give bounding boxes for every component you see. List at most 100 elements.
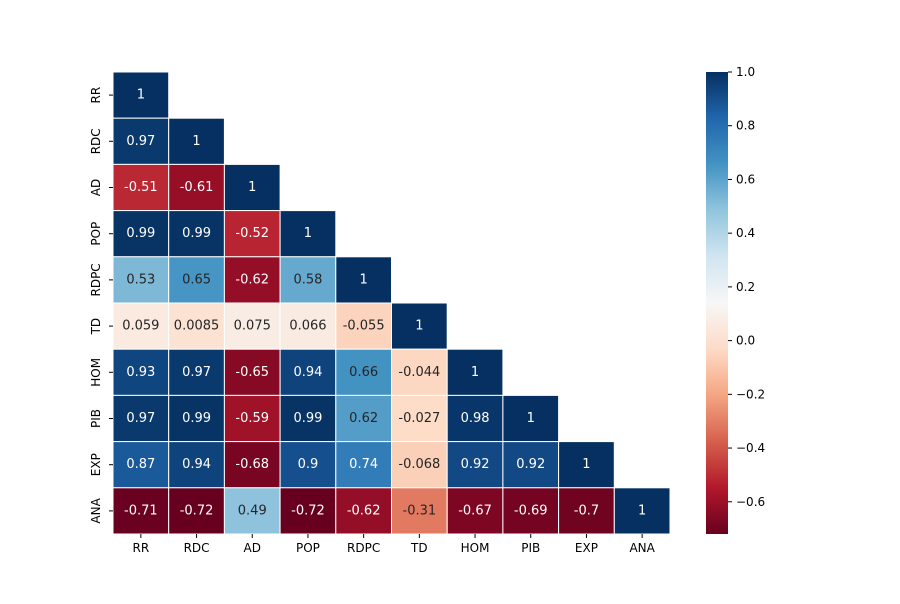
heatmap-cell-RDPC-RDC [168, 256, 225, 304]
cell-label-TD-POP: 0.066 [289, 319, 326, 334]
cell-label-ANA-ANA: 1 [638, 503, 646, 518]
cell-label-PIB-PIB: 1 [527, 411, 535, 426]
heatmap-cell-EXP-AD [223, 441, 281, 489]
heatmap-cell-ANA-EXP [558, 487, 615, 535]
cell-label-ANA-EXP: -0.7 [574, 503, 599, 518]
heatmap-cell-ANA-AD [223, 487, 281, 535]
heatmap-cell-HOM-RDC [168, 348, 225, 396]
cell-label-RR-RR: 1 [137, 88, 145, 103]
cell-label-PIB-RR: 0.97 [126, 411, 155, 426]
x-tick-label-ANA: ANA [629, 541, 655, 555]
y-tick-label-HOM: HOM [89, 358, 103, 387]
y-tick-label-TD: TD [89, 318, 103, 336]
cell-label-HOM-RR: 0.93 [126, 365, 155, 380]
cell-label-ANA-PIB: -0.69 [514, 503, 548, 518]
x-axis: RR RDC AD POP RDPC TD HOM PIB EXP ANA [133, 534, 656, 555]
colorbar-tick-label: −0.2 [736, 387, 765, 401]
cell-label-EXP-RDPC: 0.74 [349, 457, 378, 472]
cell-label-POP-RDC: 0.99 [182, 226, 211, 241]
heatmap-cell-EXP-POP [279, 441, 337, 489]
heatmap-cell-EXP-EXP [558, 441, 615, 489]
x-tick-label-HOM: HOM [461, 541, 490, 555]
x-tick-label-RR: RR [133, 541, 150, 555]
cell-label-EXP-RR: 0.87 [126, 457, 155, 472]
y-tick-label-POP: POP [89, 222, 103, 246]
heatmap-cell-labels: 1 0.97 1 -0.51 -0.61 1 0.99 0.99 -0.52 1 0.53 0.65 -… [122, 88, 646, 519]
heatmap-cell-EXP-HOM [446, 441, 504, 489]
heatmap-cell-ANA-PIB [502, 487, 560, 535]
cell-label-PIB-TD: -0.027 [398, 411, 440, 426]
cell-label-RDPC-RDC: 0.65 [182, 272, 211, 287]
y-tick-label-AD: AD [89, 179, 103, 196]
cell-label-ANA-POP: -0.72 [291, 503, 325, 518]
colorbar-tick-label: −0.4 [736, 441, 765, 455]
colorbar: 1.0 0.8 0.6 0.4 0.2 0.0 −0.2 −0.4 −0.6 [706, 65, 765, 534]
heatmap-cell-POP-RDC [168, 210, 225, 258]
cell-label-RDPC-AD: -0.62 [235, 272, 269, 287]
colorbar-tick-label: 0.4 [736, 226, 755, 240]
cell-label-PIB-HOM: 0.98 [461, 411, 490, 426]
heatmap-cell-ANA-POP [279, 487, 337, 535]
heatmap-cell-RDC-RDC [168, 117, 225, 165]
cell-label-EXP-POP: 0.9 [298, 457, 319, 472]
y-axis: RR RDC AD POP RDPC TD HOM PIB EXP ANA [89, 87, 113, 524]
cell-label-RDPC-RR: 0.53 [126, 272, 155, 287]
cell-label-PIB-RDC: 0.99 [182, 411, 211, 426]
heatmap-cell-TD-TD [391, 302, 448, 350]
heatmap-cell-ANA-RR [112, 487, 170, 535]
cell-label-ANA-RR: -0.71 [124, 503, 158, 518]
cell-label-POP-POP: 1 [304, 226, 312, 241]
x-tick-label-AD: AD [244, 541, 261, 555]
heatmap-cell-EXP-RR [112, 441, 170, 489]
cell-label-HOM-POP: 0.94 [293, 365, 322, 380]
x-tick-label-TD: TD [410, 541, 428, 555]
colorbar-tick-label: 0.0 [736, 334, 755, 348]
colorbar-gradient [706, 72, 728, 534]
cell-label-RDC-RDC: 1 [192, 134, 200, 149]
cell-label-AD-RDC: -0.61 [180, 180, 214, 195]
cell-label-TD-TD: 1 [415, 319, 423, 334]
heatmap-cell-HOM-TD [391, 348, 448, 396]
cell-label-HOM-RDC: 0.97 [182, 365, 211, 380]
cell-label-ANA-TD: -0.31 [403, 503, 437, 518]
heatmap-cell-TD-RDC [168, 302, 225, 350]
cell-label-EXP-RDC: 0.94 [182, 457, 211, 472]
colorbar-tick-label: 0.2 [736, 280, 755, 294]
heatmap-cell-PIB-RR [112, 394, 170, 443]
colorbar-tick-label: 0.8 [736, 119, 755, 133]
heatmap-cell-TD-RDPC [335, 302, 392, 350]
cell-label-PIB-POP: 0.99 [293, 411, 322, 426]
heatmap-cell-RDC-RR [112, 117, 170, 165]
cell-label-RDC-RR: 0.97 [126, 134, 155, 149]
cell-label-EXP-HOM: 0.92 [461, 457, 490, 472]
y-tick-label-RDC: RDC [89, 128, 103, 154]
cell-label-EXP-PIB: 0.92 [516, 457, 545, 472]
heatmap-cell-RDPC-POP [279, 256, 337, 304]
cell-label-POP-RR: 0.99 [126, 226, 155, 241]
heatmap-cell-AD-AD [223, 163, 281, 212]
heatmap-cell-RR-RR [112, 71, 170, 119]
cell-label-HOM-TD: -0.044 [398, 365, 440, 380]
heatmap-cell-PIB-AD [223, 394, 281, 443]
y-tick-label-RDPC: RDPC [89, 263, 103, 296]
colorbar-tick-label: −0.6 [736, 495, 765, 509]
heatmap-cell-EXP-TD [391, 441, 448, 489]
colorbar-tick-label: 0.6 [736, 172, 755, 186]
cell-label-ANA-AD: 0.49 [238, 503, 267, 518]
y-tick-label-ANA: ANA [89, 497, 103, 523]
y-tick-label-EXP: EXP [89, 453, 103, 476]
heatmap-cell-ANA-TD [391, 487, 448, 535]
heatmap-cell-ANA-RDC [168, 487, 225, 535]
cell-label-RDPC-RDPC: 1 [360, 272, 368, 287]
cell-label-ANA-RDPC: -0.62 [347, 503, 381, 518]
cell-label-PIB-RDPC: 0.62 [349, 411, 378, 426]
cell-label-EXP-TD: -0.068 [398, 457, 440, 472]
x-tick-label-RDC: RDC [184, 541, 210, 555]
cell-label-HOM-HOM: 1 [471, 365, 479, 380]
cell-label-EXP-AD: -0.68 [235, 457, 269, 472]
x-tick-label-PIB: PIB [521, 541, 540, 555]
colorbar-tick-label: 1.0 [736, 65, 755, 79]
x-tick-label-EXP: EXP [575, 541, 598, 555]
